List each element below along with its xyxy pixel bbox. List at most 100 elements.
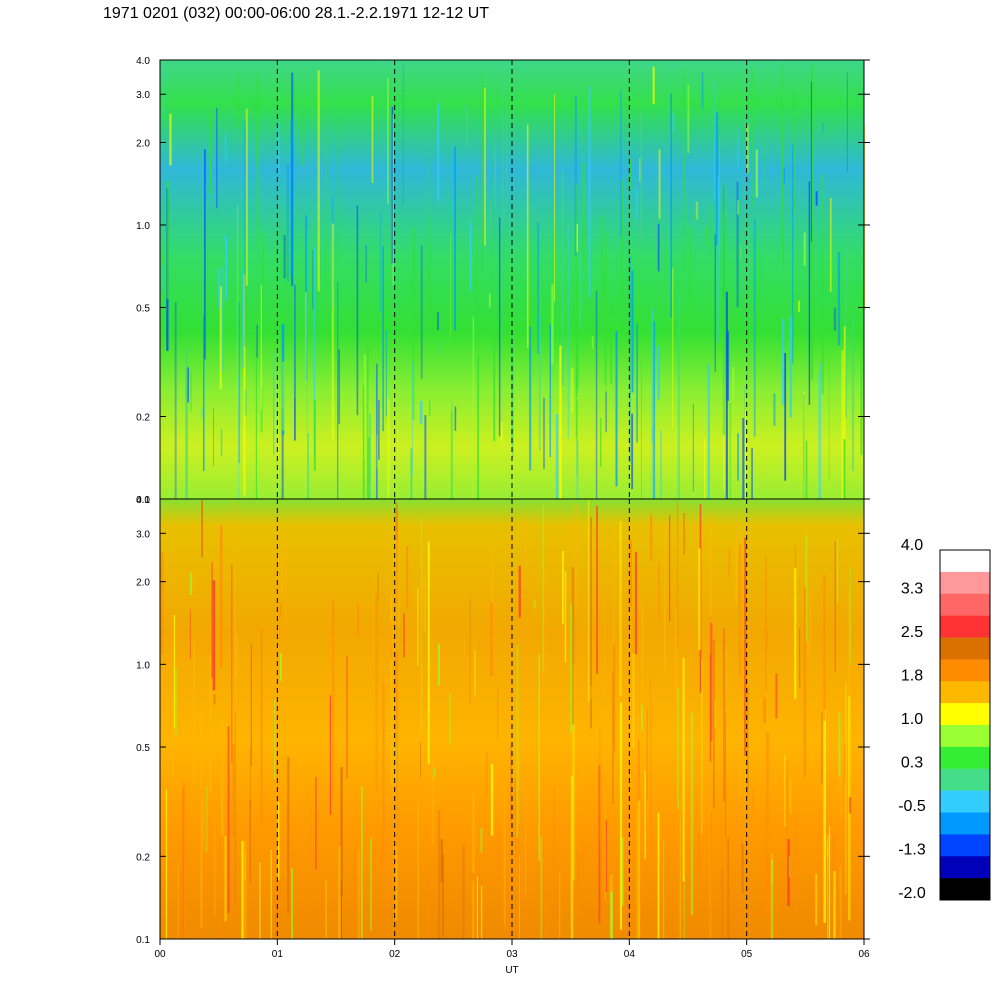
- heatmap-streak: [177, 861, 179, 939]
- heatmap-streak: [325, 137, 327, 293]
- heatmap-streak: [810, 81, 812, 242]
- heatmap-streak: [755, 149, 758, 198]
- y-tick-label: 0.2: [136, 852, 150, 863]
- heatmap-streak: [220, 525, 223, 668]
- heatmap-streak: [843, 743, 846, 785]
- heatmap-streak: [788, 855, 791, 878]
- heatmap-streak: [403, 613, 405, 658]
- heatmap-streak: [718, 135, 721, 272]
- heatmap-streak: [242, 269, 245, 368]
- heatmap-streak: [281, 408, 284, 499]
- heatmap-streak: [235, 634, 239, 677]
- lower-hour-markers: [276, 499, 748, 939]
- heatmap-streak: [313, 400, 316, 471]
- heatmap-streak: [369, 413, 371, 499]
- heatmap-streak: [717, 176, 720, 343]
- heatmap-streak: [605, 232, 607, 387]
- heatmap-streak: [317, 70, 320, 292]
- heatmap-streak: [260, 387, 263, 433]
- heatmap-streak: [279, 653, 282, 681]
- heatmap-streak: [664, 519, 666, 675]
- heatmap-streak: [811, 64, 814, 284]
- heatmap-streak: [529, 326, 532, 471]
- heatmap-streak: [714, 700, 716, 729]
- heatmap-streak: [498, 829, 500, 879]
- heatmap-streak: [375, 594, 378, 792]
- colorbar-swatch: [940, 615, 990, 638]
- heatmap-streak: [260, 629, 263, 822]
- heatmap-streak: [639, 158, 641, 182]
- heatmap-streak: [747, 686, 749, 795]
- x-tick-label: 00: [154, 949, 166, 960]
- y-tick-label: 3.0: [136, 90, 150, 101]
- heatmap-streak: [729, 402, 732, 499]
- heatmap-streak: [562, 551, 564, 625]
- heatmap-streak: [845, 682, 847, 895]
- heatmap-streak: [805, 440, 808, 499]
- heatmap-streak: [274, 699, 276, 780]
- colorbar: [939, 549, 991, 901]
- heatmap-streak: [644, 770, 646, 860]
- heatmap-streak: [189, 572, 193, 596]
- heatmap-streak: [427, 147, 429, 315]
- heatmap-streak: [217, 268, 221, 308]
- heatmap-streak: [691, 859, 693, 939]
- y-tick-label: 4.0: [136, 56, 150, 67]
- heatmap-streak: [576, 440, 579, 499]
- heatmap-streak: [740, 232, 744, 294]
- lower-heatmap-texture: [161, 499, 857, 939]
- colorbar-swatch: [940, 725, 990, 748]
- heatmap-streak: [490, 602, 493, 676]
- heatmap-streak: [224, 131, 227, 163]
- heatmap-streak: [362, 384, 365, 499]
- heatmap-streak: [243, 853, 246, 880]
- colorbar-labels: 4.0 3.3 2.5 1.8 1.0 0.3 -0.5 -1.3 -2.0: [898, 537, 926, 902]
- heatmap-streak: [194, 889, 196, 939]
- heatmap-streak: [658, 561, 660, 620]
- heatmap-streak: [244, 389, 247, 416]
- heatmap-streak: [632, 653, 635, 749]
- heatmap-streak: [860, 284, 863, 456]
- heatmap-streak: [255, 100, 257, 164]
- colorbar-swatch: [940, 681, 990, 704]
- heatmap-streak: [610, 891, 613, 939]
- heatmap-streak: [737, 128, 739, 171]
- heatmap-streak: [784, 754, 786, 828]
- heatmap-streak: [431, 738, 434, 846]
- heatmap-streak: [612, 517, 615, 698]
- heatmap-streak: [714, 234, 716, 372]
- heatmap-streak: [451, 400, 453, 499]
- heatmap-streak: [836, 538, 839, 603]
- heatmap-streak: [380, 211, 381, 312]
- heatmap-streak: [547, 873, 550, 939]
- heatmap-streak: [244, 120, 246, 347]
- heatmap-streak: [811, 233, 814, 380]
- heatmap-streak: [201, 500, 203, 558]
- heatmap-streak: [540, 836, 543, 939]
- heatmap-streak: [582, 162, 585, 268]
- heatmap-streak: [848, 797, 852, 814]
- heatmap-streak: [640, 111, 643, 245]
- heatmap-streak: [587, 500, 590, 703]
- heatmap-streak: [818, 372, 820, 499]
- heatmap-streak: [503, 783, 506, 926]
- heatmap-streak: [420, 516, 423, 733]
- heatmap-streak: [302, 108, 305, 166]
- colorbar-swatch: [940, 550, 990, 573]
- lower-panel: 0.1 0.2 0.5 1.0 2.0 3.0 4.0: [136, 495, 870, 946]
- heatmap-streak: [692, 403, 694, 492]
- heatmap-streak: [337, 112, 339, 267]
- heatmap-streak: [382, 246, 384, 432]
- heatmap-streak: [710, 811, 712, 939]
- colorbar-swatch: [940, 571, 990, 595]
- heatmap-streak: [412, 361, 413, 476]
- y-tick-label: 4.0: [136, 495, 150, 506]
- heatmap-streak: [493, 315, 496, 442]
- heatmap-streak: [173, 615, 176, 728]
- heatmap-streak: [663, 840, 665, 939]
- heatmap-streak: [525, 72, 526, 199]
- heatmap-streak: [771, 860, 774, 939]
- heatmap-streak: [533, 599, 536, 609]
- heatmap-streak: [498, 217, 501, 437]
